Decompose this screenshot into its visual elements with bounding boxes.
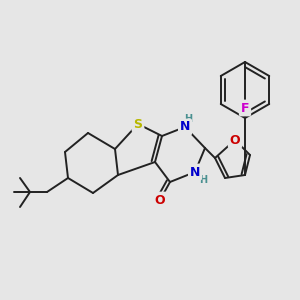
- Text: N: N: [190, 166, 200, 178]
- Text: S: S: [134, 118, 142, 130]
- Text: O: O: [230, 134, 240, 146]
- Text: N: N: [180, 121, 190, 134]
- Text: H: H: [199, 175, 207, 185]
- Text: H: H: [184, 114, 192, 124]
- Text: O: O: [155, 194, 165, 206]
- Text: F: F: [241, 101, 249, 115]
